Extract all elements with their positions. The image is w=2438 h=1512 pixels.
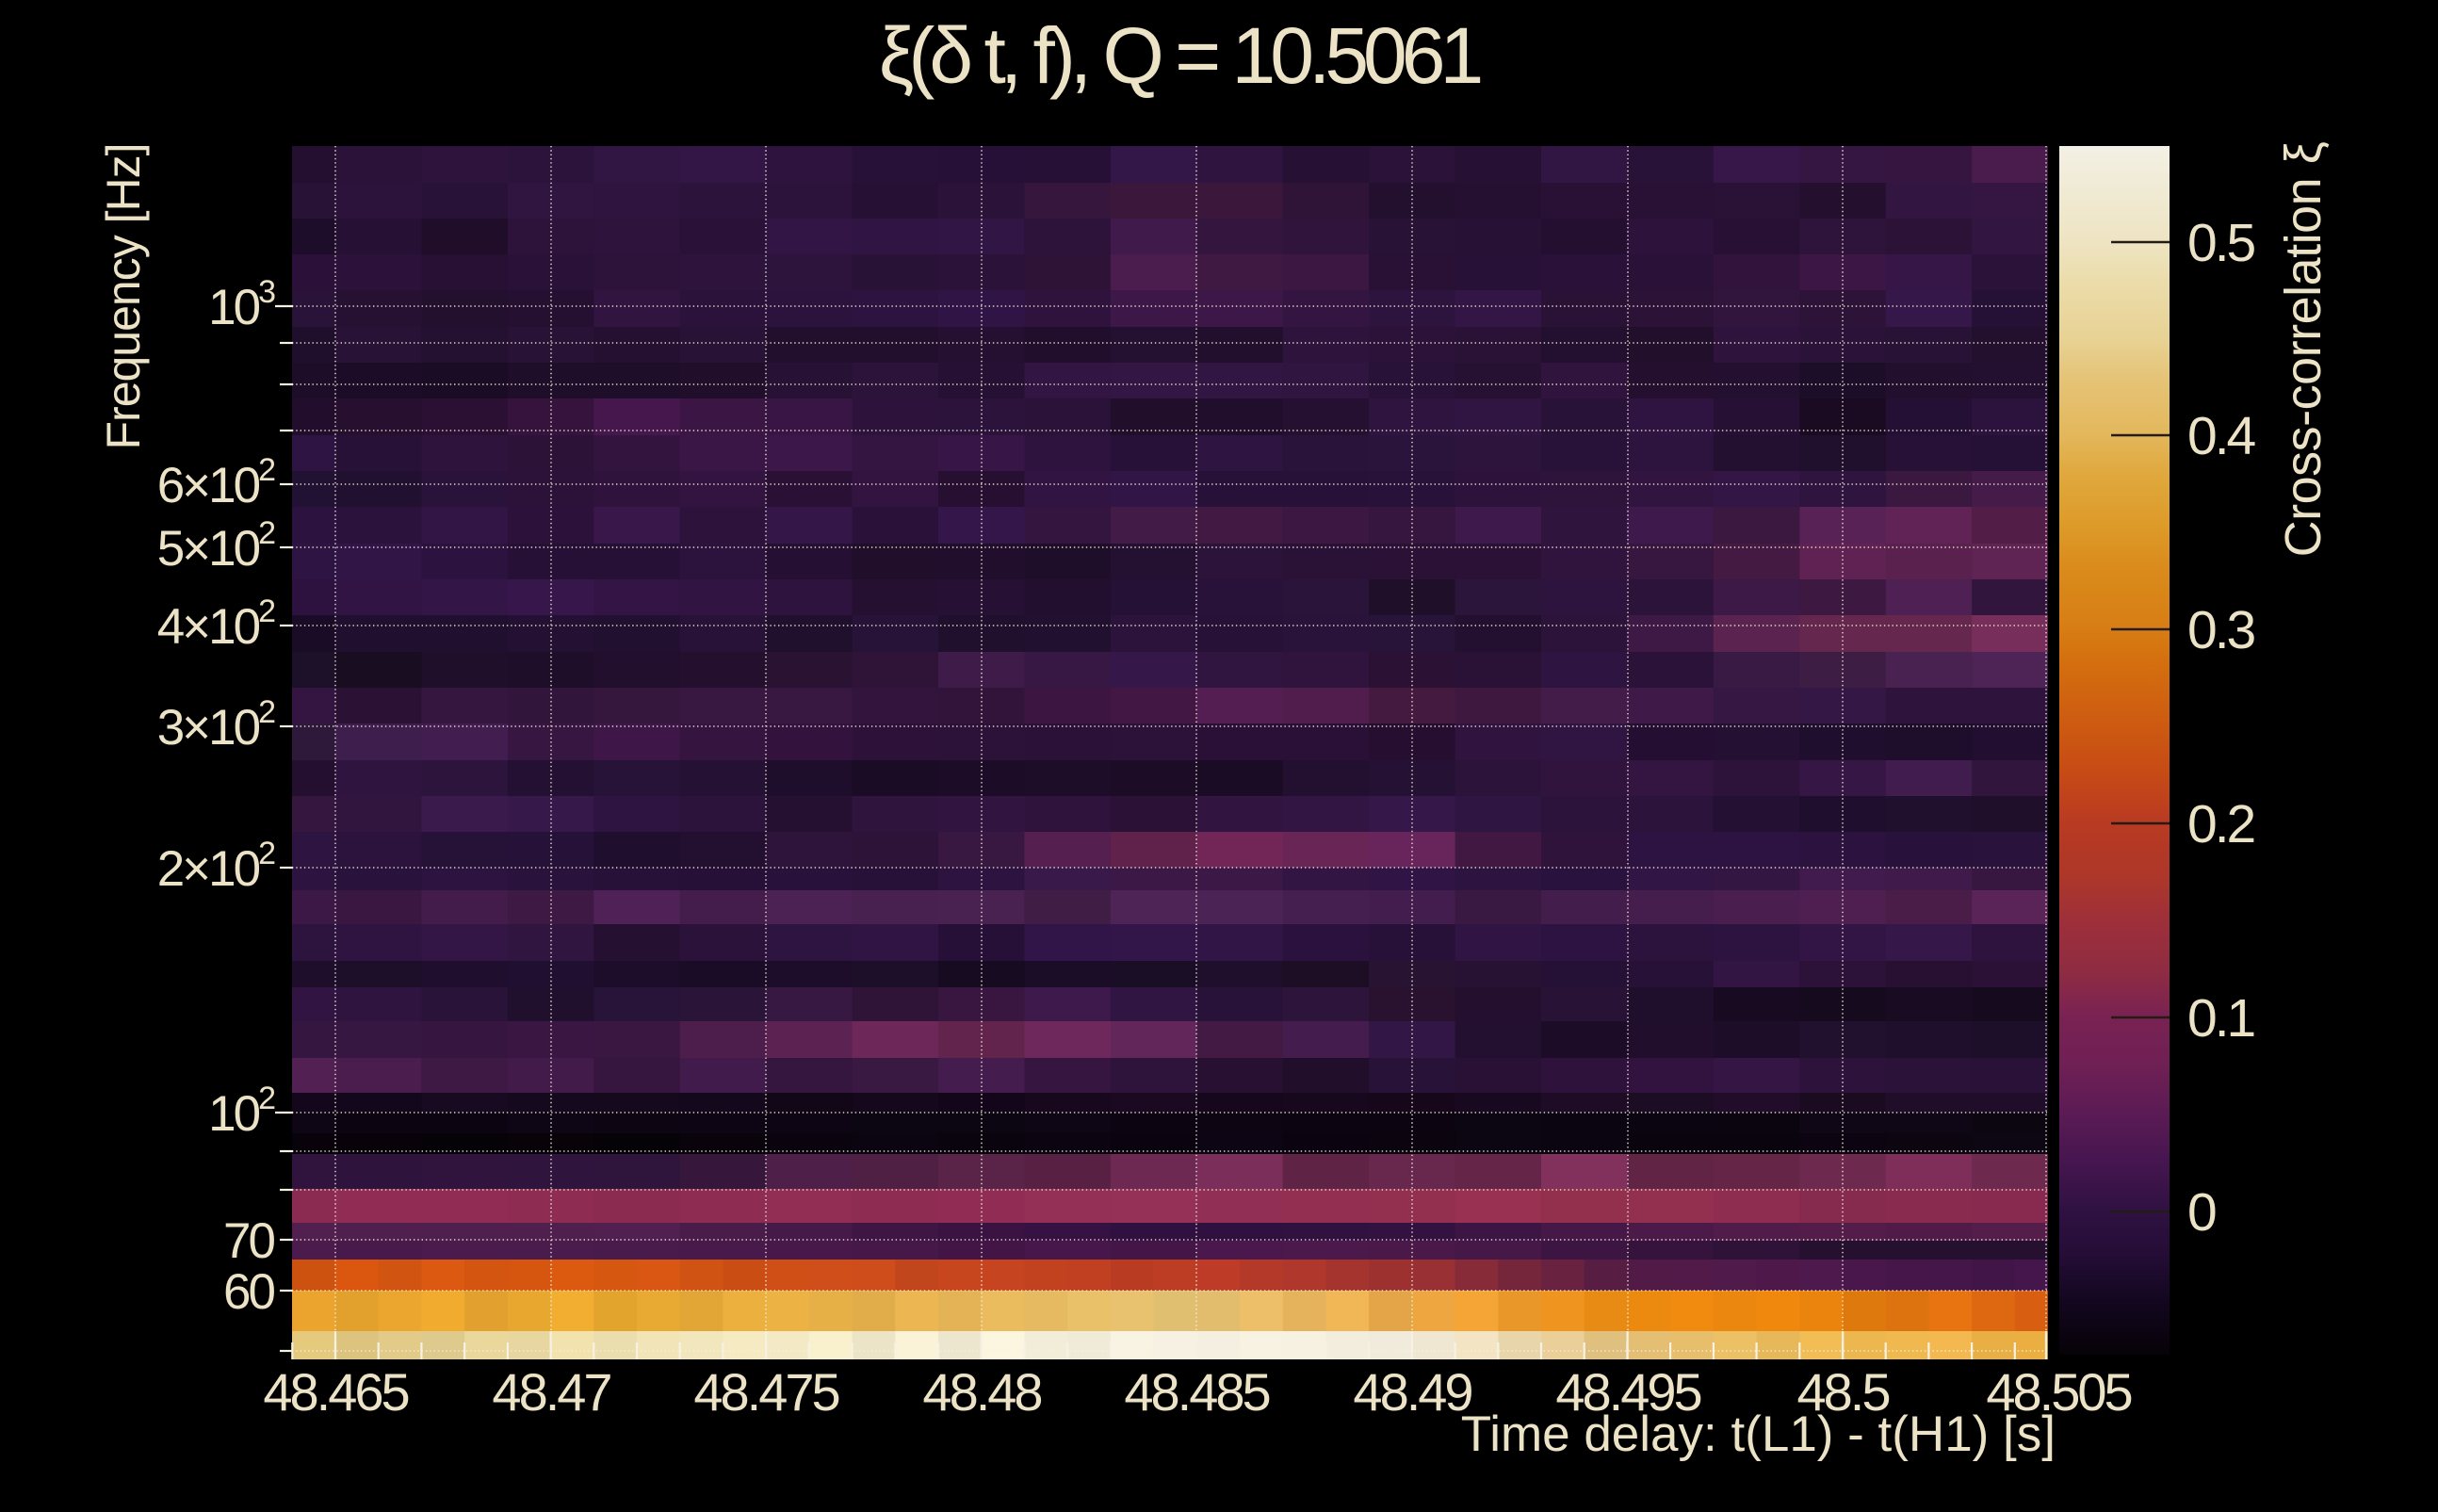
svg-text:0.4: 0.4: [2187, 406, 2256, 466]
svg-text:Frequency [Hz]: Frequency [Hz]: [97, 143, 150, 449]
svg-text:0.3: 0.3: [2187, 600, 2255, 660]
svg-text:Cross-correlation ξ: Cross-correlation ξ: [2275, 141, 2332, 557]
svg-text:48.47: 48.47: [492, 1362, 610, 1422]
svg-text:48.505: 48.505: [1986, 1362, 2131, 1422]
svg-text:48.49: 48.49: [1353, 1362, 1471, 1422]
svg-text:70: 70: [223, 1213, 274, 1269]
svg-text:4×102: 4×102: [157, 593, 275, 655]
svg-text:0: 0: [2187, 1182, 2216, 1243]
svg-text:48.465: 48.465: [263, 1362, 408, 1422]
svg-text:6×102: 6×102: [157, 452, 275, 513]
svg-text:2×102: 2×102: [157, 836, 275, 897]
svg-text:3×102: 3×102: [157, 694, 275, 756]
svg-text:5×102: 5×102: [157, 515, 275, 577]
svg-text:48.485: 48.485: [1124, 1362, 1269, 1422]
svg-text:0.1: 0.1: [2187, 988, 2254, 1049]
svg-text:48.48: 48.48: [922, 1362, 1041, 1422]
svg-text:0.2: 0.2: [2187, 794, 2254, 854]
svg-text:0.5: 0.5: [2187, 213, 2255, 273]
svg-text:Time delay: t(L1) - t(H1) [s]: Time delay: t(L1) - t(H1) [s]: [1461, 1406, 2056, 1462]
svg-text:48.495: 48.495: [1555, 1362, 1700, 1422]
svg-text:48.475: 48.475: [693, 1362, 838, 1422]
svg-text:ξ(δ t, f), Q = 10.5061: ξ(δ t, f), Q = 10.5061: [879, 11, 1481, 100]
svg-text:60: 60: [223, 1264, 274, 1320]
svg-text:103: 103: [208, 274, 275, 335]
svg-text:48.5: 48.5: [1797, 1362, 1890, 1422]
